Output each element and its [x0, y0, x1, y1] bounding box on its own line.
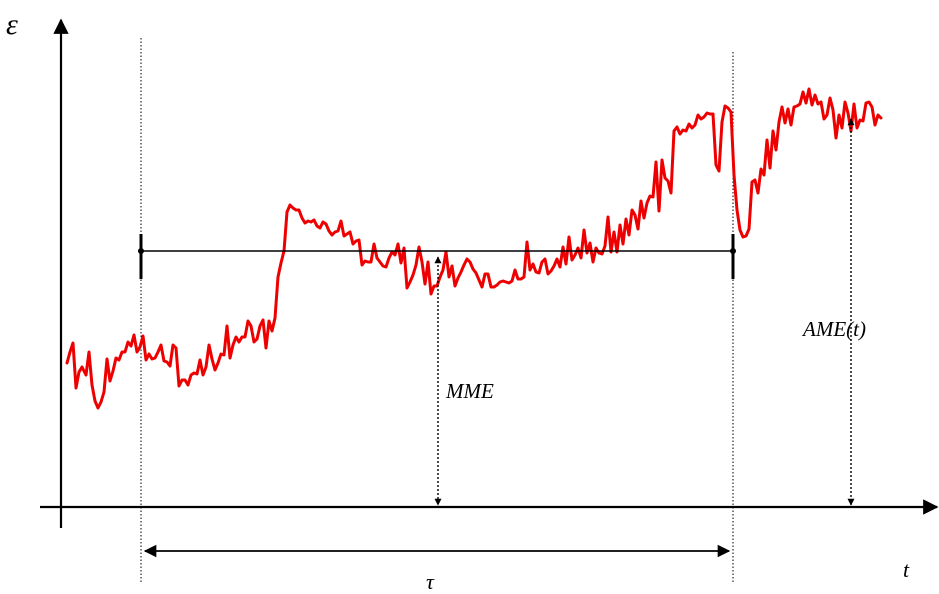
mme-label: MME	[445, 379, 494, 403]
x-axis-label: t	[903, 557, 910, 582]
ame-label: AME(t)	[801, 317, 866, 341]
signal-curve	[65, 87, 883, 410]
tau-label: τ	[426, 569, 435, 594]
mme-level-left-dot	[138, 248, 144, 254]
y-axis-label: ε	[6, 8, 18, 41]
mme-level-right-dot	[730, 248, 736, 254]
